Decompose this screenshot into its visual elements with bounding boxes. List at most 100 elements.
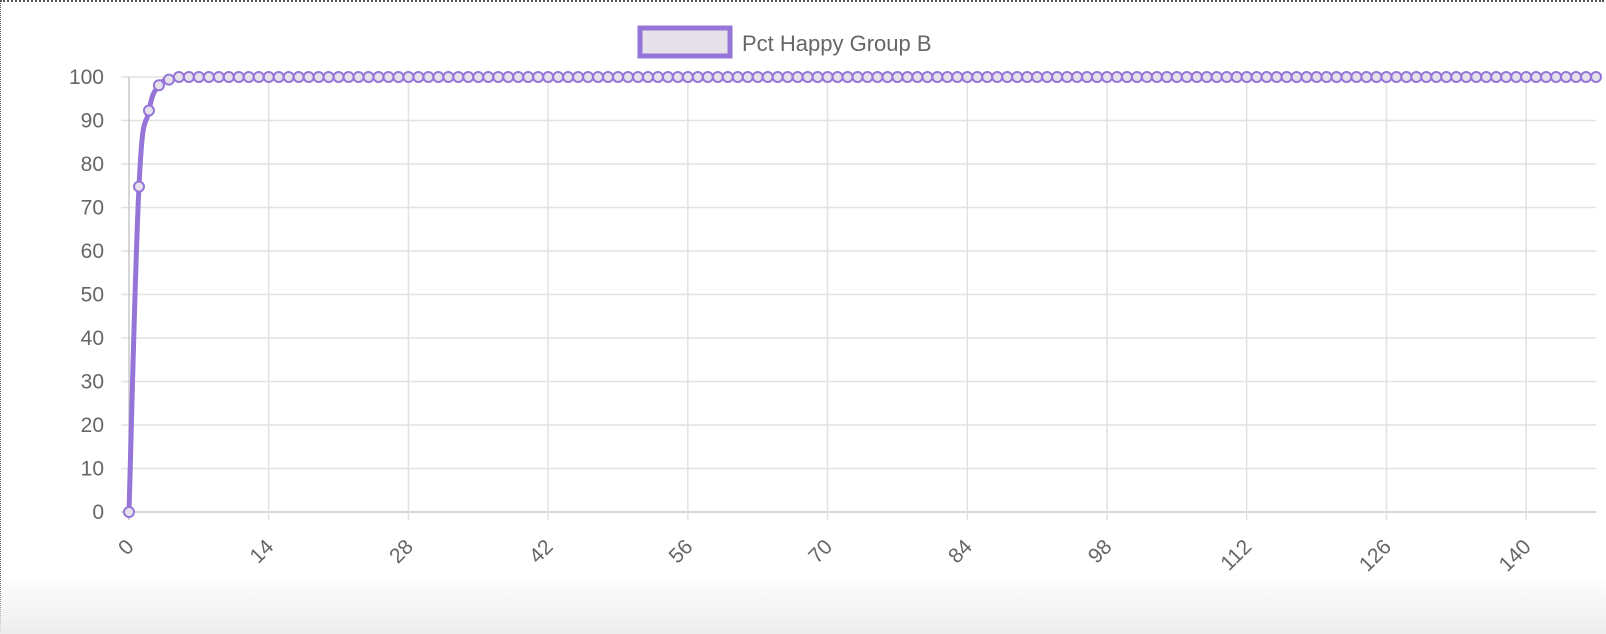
data-point[interactable]: [671, 71, 684, 83]
data-point[interactable]: [991, 71, 1004, 83]
data-point[interactable]: [602, 71, 615, 83]
data-point[interactable]: [512, 71, 525, 83]
data-point[interactable]: [911, 71, 924, 83]
data-point[interactable]: [631, 71, 644, 83]
data-point[interactable]: [1550, 71, 1563, 83]
data-point[interactable]: [741, 71, 754, 83]
data-point[interactable]: [472, 71, 485, 83]
data-point[interactable]: [1250, 71, 1263, 83]
data-point[interactable]: [432, 71, 445, 83]
data-point[interactable]: [352, 71, 365, 83]
data-point[interactable]: [322, 71, 335, 83]
data-point[interactable]: [921, 71, 934, 83]
data-point[interactable]: [202, 71, 215, 83]
data-point[interactable]: [781, 71, 794, 83]
data-point[interactable]: [801, 71, 814, 83]
data-point[interactable]: [1031, 71, 1044, 83]
data-point[interactable]: [1500, 71, 1513, 83]
data-point[interactable]: [871, 71, 884, 83]
data-point[interactable]: [1160, 71, 1173, 83]
data-point[interactable]: [1570, 71, 1583, 83]
data-point[interactable]: [272, 71, 285, 83]
data-point[interactable]: [841, 71, 854, 83]
data-point[interactable]: [1091, 71, 1104, 83]
data-point[interactable]: [1390, 71, 1403, 83]
data-point[interactable]: [1350, 71, 1363, 83]
data-point[interactable]: [1340, 71, 1353, 83]
data-point[interactable]: [222, 71, 235, 83]
data-point[interactable]: [1150, 71, 1163, 83]
data-point[interactable]: [502, 71, 515, 83]
data-point[interactable]: [891, 71, 904, 83]
data-point[interactable]: [731, 71, 744, 83]
data-point[interactable]: [1560, 71, 1573, 83]
data-point[interactable]: [123, 506, 135, 518]
data-point[interactable]: [1180, 71, 1193, 83]
data-point[interactable]: [1260, 71, 1273, 83]
data-point[interactable]: [1200, 71, 1213, 83]
data-point[interactable]: [1051, 71, 1064, 83]
data-point[interactable]: [1240, 71, 1253, 83]
data-point[interactable]: [941, 71, 954, 83]
data-point[interactable]: [1130, 71, 1143, 83]
data-point[interactable]: [1300, 71, 1313, 83]
data-point[interactable]: [452, 71, 465, 83]
data-point[interactable]: [831, 71, 844, 83]
data-point[interactable]: [152, 79, 165, 92]
data-point[interactable]: [292, 71, 305, 83]
data-point[interactable]: [1410, 71, 1423, 83]
data-point[interactable]: [192, 71, 205, 83]
data-point[interactable]: [1280, 71, 1293, 83]
data-point[interactable]: [422, 71, 435, 83]
data-point[interactable]: [282, 71, 295, 83]
data-point[interactable]: [132, 180, 145, 193]
data-point[interactable]: [1480, 71, 1493, 83]
data-point[interactable]: [162, 73, 175, 86]
data-point[interactable]: [811, 71, 824, 83]
data-point[interactable]: [951, 71, 964, 83]
data-point[interactable]: [1530, 71, 1543, 83]
data-point[interactable]: [1590, 71, 1602, 83]
data-point[interactable]: [482, 71, 495, 83]
data-point[interactable]: [552, 71, 565, 83]
data-point[interactable]: [562, 71, 575, 83]
data-point[interactable]: [791, 71, 804, 83]
data-point[interactable]: [621, 71, 634, 83]
data-point[interactable]: [332, 71, 345, 83]
data-point[interactable]: [462, 71, 475, 83]
data-point[interactable]: [1520, 71, 1533, 83]
data-point[interactable]: [701, 71, 714, 83]
data-point[interactable]: [1041, 71, 1054, 83]
data-point[interactable]: [242, 71, 255, 83]
data-point[interactable]: [182, 71, 195, 83]
data-point[interactable]: [312, 71, 325, 83]
data-point[interactable]: [931, 71, 944, 83]
data-point[interactable]: [711, 71, 724, 83]
data-point[interactable]: [1370, 71, 1383, 83]
data-point[interactable]: [1081, 71, 1094, 83]
data-point[interactable]: [212, 71, 225, 83]
data-point[interactable]: [592, 71, 605, 83]
legend[interactable]: Pct Happy Group B: [637, 25, 932, 59]
data-point[interactable]: [861, 71, 874, 83]
data-point[interactable]: [1110, 71, 1123, 83]
data-point[interactable]: [142, 104, 155, 117]
data-point[interactable]: [691, 71, 704, 83]
data-point[interactable]: [362, 71, 375, 83]
data-point[interactable]: [492, 71, 505, 83]
data-point[interactable]: [1330, 71, 1343, 83]
data-point[interactable]: [542, 71, 555, 83]
data-point[interactable]: [1320, 71, 1333, 83]
data-point[interactable]: [1380, 71, 1393, 83]
data-point[interactable]: [1420, 71, 1433, 83]
data-point[interactable]: [1360, 71, 1373, 83]
data-point[interactable]: [1011, 71, 1024, 83]
data-point[interactable]: [612, 71, 624, 83]
data-point[interactable]: [1120, 71, 1133, 83]
data-point[interactable]: [1450, 71, 1463, 83]
data-point[interactable]: [751, 71, 764, 83]
data-point[interactable]: [1071, 71, 1084, 83]
data-point[interactable]: [1540, 71, 1553, 83]
data-point[interactable]: [1310, 71, 1323, 83]
data-point[interactable]: [761, 71, 774, 83]
